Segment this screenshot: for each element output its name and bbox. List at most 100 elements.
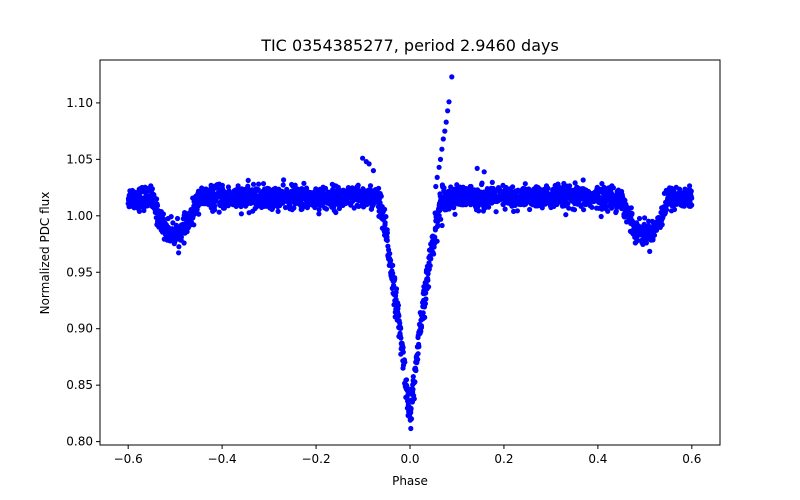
data-point [663,207,670,213]
outlier-point [433,183,439,190]
data-point [629,210,635,217]
data-point [377,200,383,206]
data-point [322,185,329,191]
data-point [489,179,495,185]
data-point [416,344,422,350]
data-point [522,181,528,187]
data-point [441,185,447,191]
data-point [554,201,560,207]
outlier-point [442,128,448,134]
data-point [400,344,406,351]
data-point [567,183,573,189]
y-tick-label: 0.85 [66,378,93,392]
data-point [412,379,418,385]
data-point [238,211,244,217]
data-point [367,183,374,189]
data-point [410,374,416,380]
outlier-point [434,174,440,180]
data-point [292,182,298,188]
data-point [647,248,653,254]
data-point [539,205,545,211]
data-point [634,237,641,244]
x-tick-label: −0.6 [114,452,143,466]
data-point [689,195,695,201]
data-point [281,177,287,183]
data-point [395,302,401,308]
x-tick-label: 0.4 [588,452,607,466]
data-point [376,185,382,191]
data-point [468,183,474,190]
data-point [390,270,396,276]
data-point [636,215,643,222]
data-point [671,206,678,213]
outlier-point [481,169,487,175]
data-point [196,211,202,217]
data-point [527,206,533,213]
data-point [643,240,650,246]
data-point [422,301,428,307]
data-point [479,180,485,186]
data-point [610,185,617,191]
data-point [216,209,222,215]
data-point [502,206,508,212]
data-point [221,205,227,211]
data-point [476,208,482,214]
data-point [168,214,174,220]
data-point [439,222,445,229]
data-point [451,205,457,211]
data-point [545,185,551,191]
outlier-point [436,164,442,170]
data-point [438,216,444,222]
data-point [212,207,218,213]
outlier-point [443,119,449,125]
data-point [413,367,419,374]
y-tick-label: 1.00 [66,209,93,223]
data-point [323,206,330,212]
data-point [384,230,390,236]
data-point [388,257,394,263]
data-point [408,416,415,422]
data-point [396,313,402,319]
data-points [125,74,695,432]
y-axis-label: Normalized PDC flux [38,192,52,315]
data-point [154,196,160,202]
y-axis: 0.80 0.85 0.90 0.95 1.00 1.05 1.10 [66,96,100,449]
data-point [160,211,166,217]
data-point [316,211,322,217]
data-point [423,296,429,302]
data-point [628,205,634,211]
data-point [415,351,421,357]
data-point [178,234,184,240]
y-tick-label: 1.05 [66,152,93,166]
data-point [393,286,400,292]
data-point [446,206,452,212]
data-point [581,207,587,213]
data-point [509,184,516,190]
data-point [452,211,458,217]
outlier-point [439,146,445,152]
data-point [425,277,431,283]
data-point [486,204,492,210]
outlier-point [474,165,480,171]
data-point [176,244,182,250]
x-axis-label: Phase [392,474,428,488]
data-point [493,209,499,215]
data-point [191,222,197,228]
data-point [255,187,261,193]
x-tick-label: 0.6 [682,452,701,466]
data-point [403,377,410,383]
data-point [355,182,361,188]
data-point [622,197,628,203]
data-point [448,184,454,190]
data-point [408,405,414,412]
data-point [383,214,389,220]
data-point [382,206,388,212]
data-point [391,282,397,288]
data-point [427,263,433,269]
data-point [565,201,571,207]
data-point [563,212,569,218]
data-point [688,188,694,194]
data-point [415,356,421,363]
data-point [398,325,404,331]
